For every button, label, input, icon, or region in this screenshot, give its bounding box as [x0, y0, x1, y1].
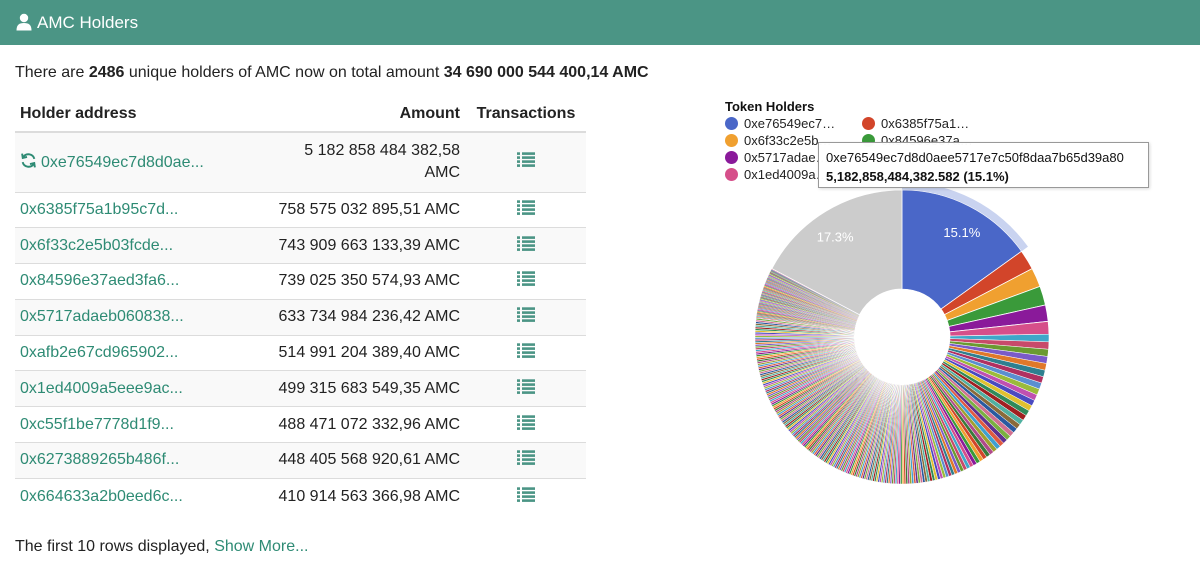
holder-amount-unit: AMC	[424, 164, 460, 182]
holder-address-link[interactable]: 0x1ed4009a5eee9ac...	[15, 370, 242, 407]
legend-item[interactable]: 0x1ed4009a…	[725, 167, 829, 182]
holder-address-link[interactable]: 0x5717adaeb060838...	[15, 298, 242, 336]
pie-slice-hover-halo[interactable]	[902, 182, 1028, 252]
holders-summary: There are 2486 unique holders of AMC now…	[15, 64, 649, 81]
legend-label: 0xe76549ec7…	[744, 116, 836, 131]
holder-amount: 739 025 350 574,93 AMC	[241, 263, 466, 300]
table-row: 0x5717adaeb060838... 633 734 984 236,42 …	[15, 298, 586, 336]
page-title: AMC Holders	[37, 12, 139, 32]
holder-amount: 5 182 858 484 382,58	[304, 142, 460, 160]
holder-amount: 410 914 563 366,98 AMC	[241, 477, 466, 515]
column-header-address: Holder address	[15, 96, 242, 133]
transactions-list-icon[interactable]	[517, 379, 535, 399]
table-row: 0x6f33c2e5b03fcde... 743 909 663 133,39 …	[15, 227, 586, 264]
legend-swatch	[725, 134, 738, 147]
table-row: 0x664633a2b0eed6c... 410 914 563 366,98 …	[15, 477, 586, 515]
holder-address-link[interactable]: 0x6273889265b486f...	[15, 442, 242, 479]
legend-label: 0x6385f75a1…	[881, 116, 970, 131]
transactions-list-icon[interactable]	[517, 235, 535, 256]
tooltip-value: 5,182,858,484,382.582 (15.1%)	[826, 169, 1009, 184]
token-holders-donut-chart: 15.1% 17.3%	[754, 182, 1050, 485]
holder-amount: 758 575 032 895,51 AMC	[241, 191, 466, 228]
column-header-transactions: Transactions	[466, 96, 586, 133]
holder-address-link[interactable]: 0x6385f75a1b95c7d...	[15, 191, 242, 228]
holder-amount: 514 991 204 389,40 AMC	[241, 334, 466, 371]
table-row: 0x84596e37aed3fa6... 739 025 350 574,93 …	[15, 263, 586, 300]
legend-item[interactable]: 0x6385f75a1…	[862, 116, 969, 131]
holders-count: 2486	[88, 64, 125, 81]
page-header: AMC Holders	[0, 0, 1200, 45]
user-icon	[16, 13, 32, 30]
tooltip-address: 0xe76549ec7d8d0aee5717e7c50f8daa7b65d39a…	[826, 150, 1124, 165]
legend-item[interactable]: 0x5717adae…	[725, 150, 829, 165]
holder-amount: 499 315 683 549,35 AMC	[241, 370, 466, 407]
legend-label: 0x6f33c2e5b…	[744, 133, 832, 148]
transactions-list-icon[interactable]	[517, 307, 535, 327]
show-more-link[interactable]: Show More...	[214, 538, 309, 555]
table-row: 0x6385f75a1b95c7d... 758 575 032 895,51 …	[15, 191, 586, 228]
legend-swatch	[725, 168, 738, 181]
holder-address-link[interactable]: 0x664633a2b0eed6c...	[15, 477, 242, 515]
holder-address-link[interactable]: 0xc55f1be7778d1f9...	[15, 406, 242, 443]
legend-swatch	[862, 117, 875, 130]
holder-amount: 488 471 072 332,96 AMC	[241, 406, 466, 443]
legend-swatch	[725, 117, 738, 130]
table-header-row: Holder address Amount Transactions	[15, 96, 586, 133]
holder-address-link[interactable]: 0x6f33c2e5b03fcde...	[15, 227, 242, 264]
chart-title: Token Holders	[725, 99, 815, 114]
total-amount: 34 690 000 544 400,14 AMC	[443, 64, 649, 81]
table-row: 0xc55f1be7778d1f9... 488 471 072 332,96 …	[15, 406, 586, 443]
slice-percent-label: 15.1%	[943, 225, 980, 240]
holders-table: Holder address Amount Transactions 0xe76…	[15, 96, 586, 515]
chart-tooltip: 0xe76549ec7d8d0aee5717e7c50f8daa7b65d39a…	[818, 142, 1149, 188]
column-header-amount: Amount	[241, 96, 466, 133]
holder-address-link[interactable]: 0xe76549ec7d8d0ae...	[41, 154, 204, 172]
legend-label: 0x1ed4009a…	[744, 167, 829, 182]
legend-item[interactable]: 0x6f33c2e5b…	[725, 133, 831, 148]
holder-address-link[interactable]: 0x84596e37aed3fa6...	[15, 263, 242, 300]
legend-item[interactable]: 0xe76549ec7…	[725, 116, 835, 131]
holder-address-link[interactable]: 0xafb2e67cd965902...	[15, 334, 242, 371]
table-row: 0xe76549ec7d8d0ae... 5 182 858 484 382,5…	[15, 131, 586, 192]
transactions-list-icon[interactable]	[517, 343, 535, 363]
transactions-list-icon[interactable]	[517, 152, 535, 172]
table-row: 0x6273889265b486f... 448 405 568 920,61 …	[15, 442, 586, 479]
holder-amount: 743 909 663 133,39 AMC	[241, 227, 466, 264]
transactions-list-icon[interactable]	[517, 450, 535, 470]
transactions-list-icon[interactable]	[517, 486, 535, 507]
pie-slice-others[interactable]	[771, 189, 903, 316]
legend-swatch	[725, 151, 738, 164]
holder-amount: 448 405 568 920,61 AMC	[241, 442, 466, 479]
holder-amount: 633 734 984 236,42 AMC	[241, 298, 466, 336]
pie-slice[interactable]	[901, 189, 1022, 310]
refresh-icon[interactable]	[20, 152, 37, 169]
transactions-list-icon[interactable]	[517, 200, 535, 220]
table-row: 0xafb2e67cd965902... 514 991 204 389,40 …	[15, 334, 586, 371]
legend-label: 0x5717adae…	[744, 150, 829, 165]
transactions-list-icon[interactable]	[517, 414, 535, 435]
table-row: 0x1ed4009a5eee9ac... 499 315 683 549,35 …	[15, 370, 586, 407]
rows-footer: The first 10 rows displayed, Show More..…	[15, 538, 309, 555]
transactions-list-icon[interactable]	[517, 271, 535, 291]
slice-percent-label: 17.3%	[817, 229, 854, 244]
